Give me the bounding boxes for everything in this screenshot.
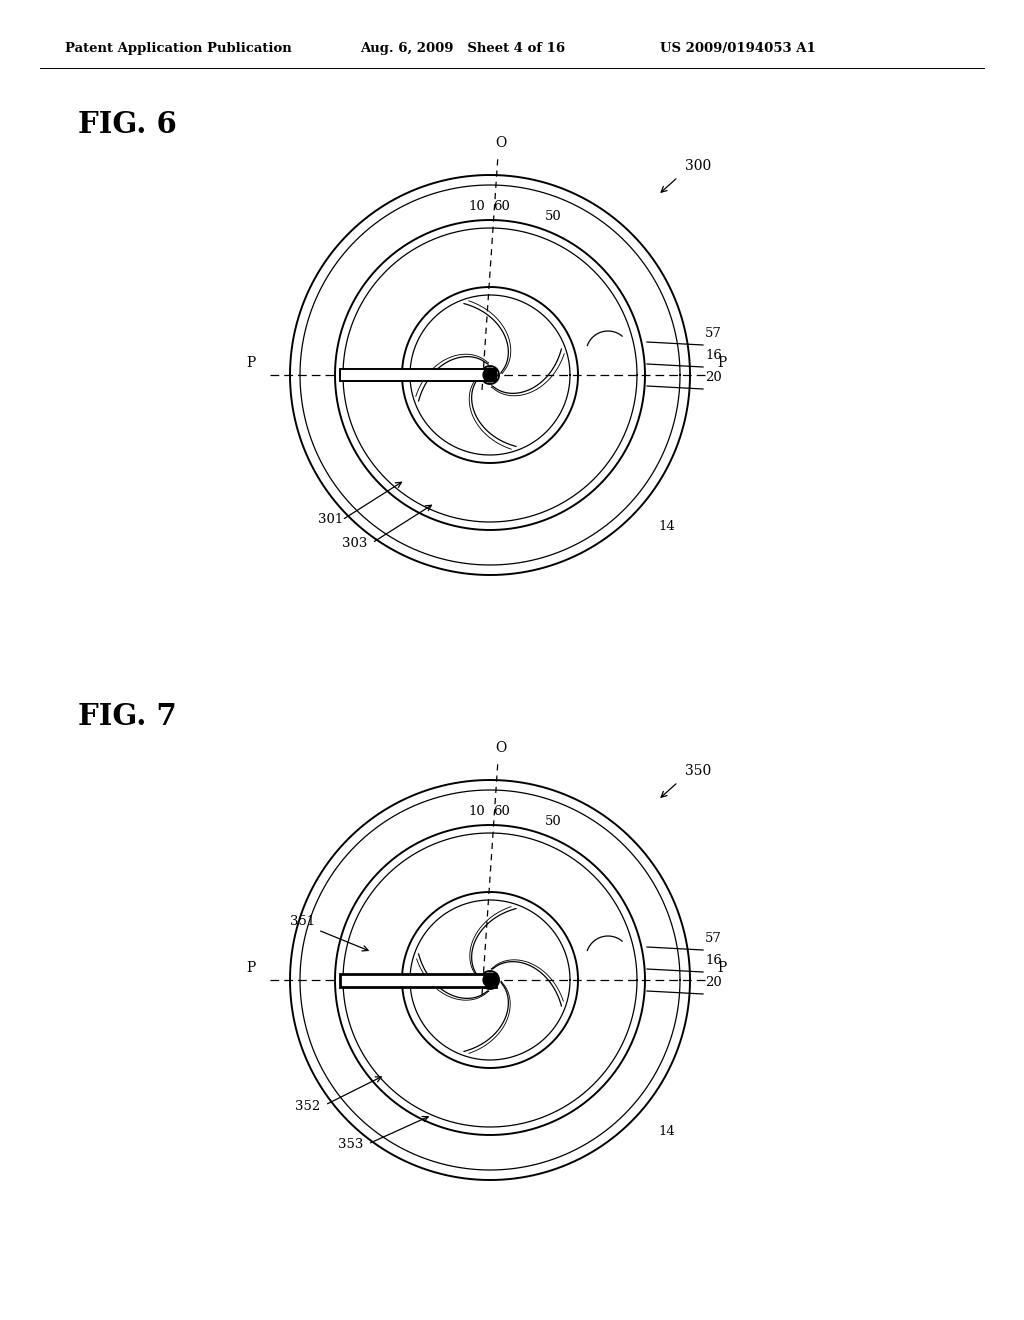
Text: 351: 351 <box>290 915 315 928</box>
Text: Patent Application Publication: Patent Application Publication <box>65 42 292 55</box>
Text: P: P <box>717 356 726 370</box>
Text: 350: 350 <box>685 764 712 777</box>
Text: 57: 57 <box>705 327 722 341</box>
Text: 50: 50 <box>545 814 562 828</box>
Circle shape <box>483 973 497 987</box>
Text: FIG. 6: FIG. 6 <box>78 110 177 139</box>
Text: 300: 300 <box>685 158 712 173</box>
Text: 20: 20 <box>705 975 722 989</box>
Text: 16: 16 <box>705 348 722 362</box>
Text: FIG. 7: FIG. 7 <box>78 702 177 731</box>
Text: 10: 10 <box>468 805 484 818</box>
Text: 301: 301 <box>318 513 343 525</box>
Text: O: O <box>495 741 506 755</box>
Text: 20: 20 <box>705 371 722 384</box>
Text: P: P <box>717 961 726 975</box>
Text: US 2009/0194053 A1: US 2009/0194053 A1 <box>660 42 816 55</box>
Text: 14: 14 <box>658 520 675 533</box>
Text: 14: 14 <box>658 1125 675 1138</box>
Text: 57: 57 <box>705 932 722 945</box>
Text: 353: 353 <box>338 1138 364 1151</box>
Text: 16: 16 <box>705 954 722 968</box>
Bar <box>340 974 496 987</box>
Text: 60: 60 <box>493 201 510 213</box>
Text: P: P <box>246 961 255 975</box>
Text: 303: 303 <box>342 537 368 550</box>
Text: 60: 60 <box>493 805 510 818</box>
Text: 50: 50 <box>545 210 562 223</box>
Circle shape <box>483 368 497 381</box>
Text: Aug. 6, 2009   Sheet 4 of 16: Aug. 6, 2009 Sheet 4 of 16 <box>360 42 565 55</box>
Text: O: O <box>495 136 506 150</box>
Text: 10: 10 <box>468 201 484 213</box>
Bar <box>340 370 496 381</box>
Text: 352: 352 <box>295 1100 321 1113</box>
Text: P: P <box>246 356 255 370</box>
